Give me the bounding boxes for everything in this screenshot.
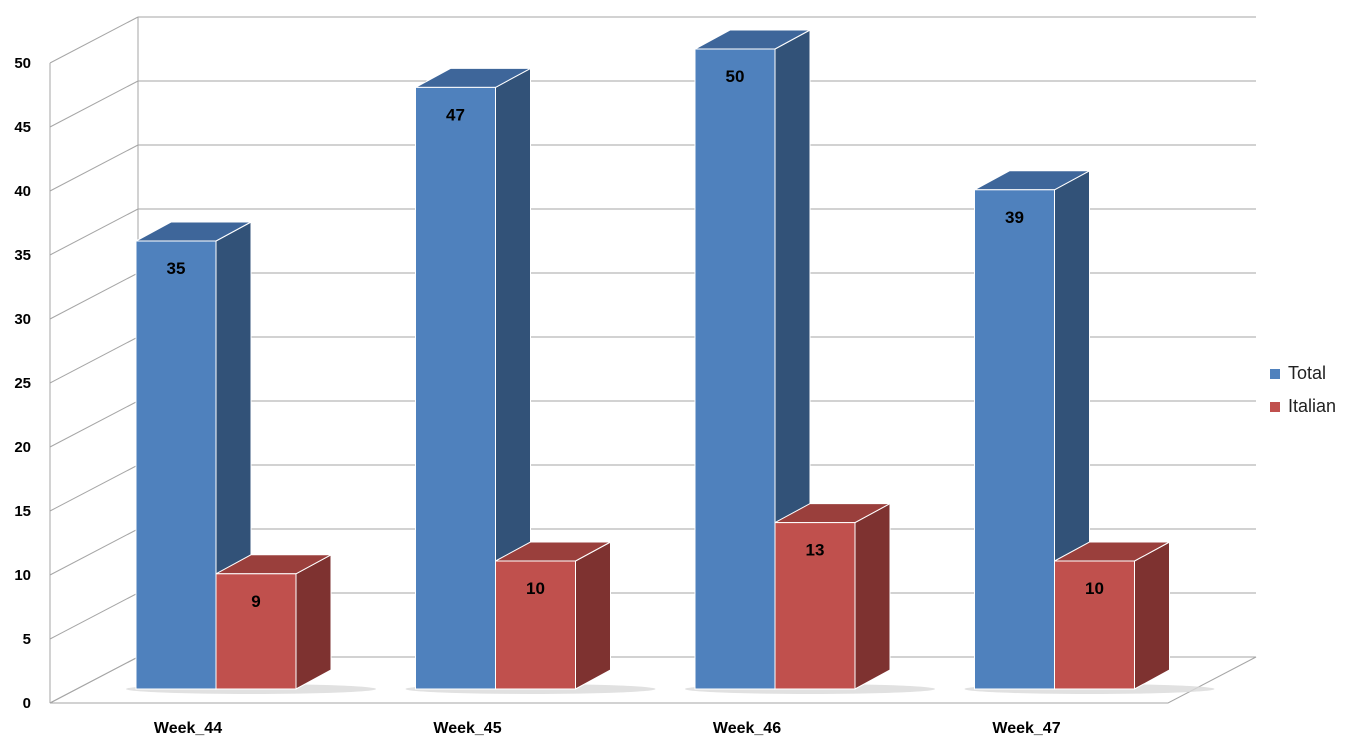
y-tick-label: 5 xyxy=(23,631,31,648)
floor xyxy=(49,656,1257,704)
legend: Total Italian xyxy=(1270,357,1336,423)
gridline-side xyxy=(49,16,139,64)
y-tick-label: 45 xyxy=(14,119,31,136)
data-label-total: 50 xyxy=(726,67,745,86)
legend-swatch-total xyxy=(1270,368,1280,379)
y-tick-label: 10 xyxy=(14,567,31,584)
bar-italian xyxy=(774,522,856,690)
gridline-side xyxy=(49,336,139,384)
data-label-total: 47 xyxy=(446,105,465,124)
gridline-side xyxy=(49,464,139,512)
y-tick-label: 15 xyxy=(14,503,31,520)
x-tick-label: Week_44 xyxy=(154,720,222,737)
y-tick-label: 50 xyxy=(14,55,31,72)
y-tick-label: 35 xyxy=(14,247,31,264)
data-label-italian: 9 xyxy=(251,592,260,611)
gridline-side xyxy=(49,144,139,192)
gridline-side xyxy=(49,208,139,256)
legend-item-total: Total xyxy=(1270,357,1336,390)
legend-label-italian: Italian xyxy=(1288,396,1337,416)
legend-swatch-italian xyxy=(1270,401,1280,412)
bar-side-italian xyxy=(295,553,332,690)
y-tick-label: 0 xyxy=(23,695,31,712)
y-tick-label: 40 xyxy=(14,183,31,200)
x-tick-label: Week_45 xyxy=(433,720,501,737)
bar-total xyxy=(415,86,496,690)
bar-total xyxy=(974,189,1055,690)
bar-italian xyxy=(1054,560,1135,690)
bar-side-italian xyxy=(575,541,611,690)
x-tick-label: Week_47 xyxy=(992,720,1060,737)
bar-side-italian xyxy=(854,502,891,690)
y-tick-label: 25 xyxy=(14,375,31,392)
gridline-side xyxy=(49,272,139,320)
y-tick-label: 30 xyxy=(14,311,31,328)
y-tick-label: 20 xyxy=(14,439,31,456)
data-label-italian: 13 xyxy=(806,541,825,560)
legend-label-total: Total xyxy=(1288,363,1327,383)
data-label-italian: 10 xyxy=(1085,579,1104,598)
bar-italian xyxy=(215,573,297,690)
data-label-italian: 10 xyxy=(526,579,545,598)
x-tick-label: Week_46 xyxy=(713,720,781,737)
data-label-total: 39 xyxy=(1005,208,1024,227)
legend-item-italian: Italian xyxy=(1270,390,1336,423)
gridline-side xyxy=(49,400,139,448)
gridline-side xyxy=(49,80,139,128)
bar-italian xyxy=(495,560,576,690)
bar-total xyxy=(694,48,776,690)
gridline-side xyxy=(49,528,139,576)
data-label-total: 35 xyxy=(167,259,186,278)
bar-side-italian xyxy=(1134,541,1170,690)
bar-total xyxy=(135,240,217,690)
gridline-side xyxy=(49,592,139,640)
